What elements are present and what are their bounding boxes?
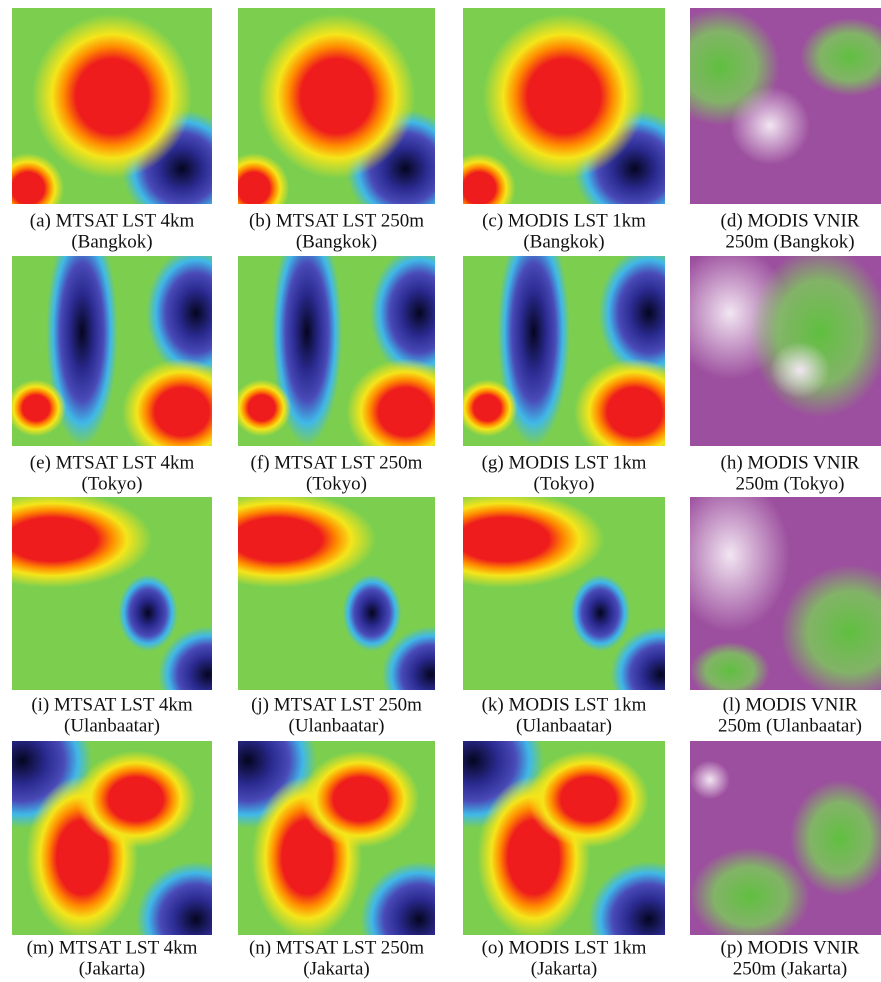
image-region — [122, 359, 242, 465]
image-region — [670, 478, 790, 632]
panel-caption: (l) MODIS VNIR — [723, 694, 858, 715]
image-region — [342, 574, 401, 651]
panel-caption: (Bangkok) — [71, 231, 152, 252]
panel-caption: (b) MTSAT LST 250m — [249, 210, 424, 231]
panel-caption: (c) MODIS LST 1km — [482, 210, 646, 231]
panel-image — [218, 8, 464, 228]
panel-image — [0, 491, 258, 723]
panel-caption: (p) MODIS VNIR — [721, 937, 860, 958]
image-region — [232, 380, 291, 437]
image-region — [598, 247, 699, 380]
panel-caption: (h) MODIS VNIR — [721, 452, 860, 473]
panel-caption: (n) MTSAT LST 250m — [249, 937, 424, 958]
panel-caption: (k) MODIS LST 1km — [482, 694, 647, 715]
panel-image — [179, 491, 480, 723]
panel-caption: (Jakarta) — [79, 958, 145, 979]
image-region — [570, 574, 631, 651]
panel-caption: (d) MODIS VNIR — [721, 210, 860, 231]
panel-image — [670, 247, 881, 447]
panel-caption: (m) MTSAT LST 4km — [27, 937, 198, 958]
image-region — [136, 861, 256, 977]
image-region — [690, 642, 770, 700]
panel-caption: (j) MTSAT LST 250m — [251, 694, 422, 715]
panel-image — [457, 218, 699, 465]
image-region — [457, 380, 518, 437]
image-region — [32, 14, 192, 179]
image-region — [730, 86, 810, 164]
panel-image — [6, 218, 246, 465]
panel-image — [443, 8, 696, 228]
panel-image — [670, 478, 881, 700]
image-region — [360, 861, 478, 977]
panel-image — [660, 8, 881, 204]
panel-caption: (Jakarta) — [531, 958, 597, 979]
image-region — [528, 751, 649, 848]
panel-caption: (e) MTSAT LST 4km — [30, 452, 195, 473]
panel-caption: (o) MODIS LST 1km — [482, 937, 647, 958]
panel-caption: (Jakarta) — [303, 958, 369, 979]
panel-caption: (Tokyo) — [306, 473, 367, 494]
image-region — [258, 14, 416, 179]
panel-caption: (Tokyo) — [82, 473, 143, 494]
panel-caption: (Bangkok) — [296, 231, 377, 252]
image-region — [118, 574, 178, 651]
panel-caption: (Tokyo) — [534, 473, 595, 494]
image-region — [370, 247, 469, 380]
figure: (a) MTSAT LST 4km(Bangkok)(b) MTSAT LST … — [0, 0, 881, 982]
image-region — [483, 14, 645, 179]
panel-caption: 250m (Ulanbaatar) — [718, 715, 862, 736]
panel-caption: (Ulanbaatar) — [289, 715, 385, 736]
panel-image — [690, 741, 881, 945]
image-region — [346, 359, 464, 465]
image-region — [690, 848, 810, 945]
image-region — [690, 760, 730, 799]
panel-caption: (Bangkok) — [523, 231, 604, 252]
panel-caption: (Ulanbaatar) — [516, 715, 612, 736]
panel-image — [402, 491, 711, 723]
panel-caption: (f) MTSAT LST 250m — [251, 452, 423, 473]
panel-caption: (i) MTSAT LST 4km — [31, 694, 193, 715]
panel-caption: (a) MTSAT LST 4km — [30, 210, 195, 231]
image-region — [574, 359, 695, 465]
panel-image — [0, 8, 242, 228]
panel-caption: 250m (Bangkok) — [725, 231, 854, 252]
image-region — [76, 751, 196, 848]
image-region — [301, 751, 419, 848]
panel-image — [232, 218, 468, 465]
image-region — [6, 380, 66, 437]
image-region — [770, 342, 830, 399]
panel-caption: (Ulanbaatar) — [64, 715, 160, 736]
panel-caption: 250m (Tokyo) — [736, 473, 845, 494]
panel-caption: 250m (Jakarta) — [733, 958, 847, 979]
image-region — [146, 247, 246, 380]
panel-caption: (g) MODIS LST 1km — [482, 452, 647, 473]
